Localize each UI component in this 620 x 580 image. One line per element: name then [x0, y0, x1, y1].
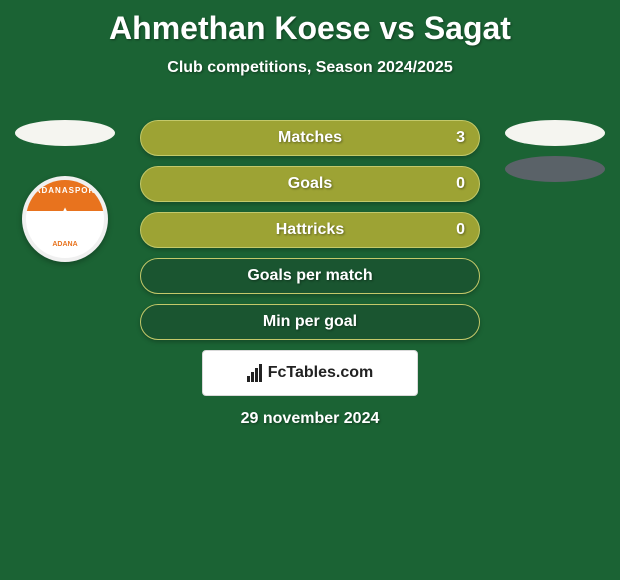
player-left-column: ADANASPOR ▲ ADANA: [10, 120, 120, 262]
comparison-subtitle: Club competitions, Season 2024/2025: [0, 59, 620, 77]
badge-top-text: ADANASPOR: [35, 186, 96, 195]
snapshot-date: 29 november 2024: [0, 410, 620, 428]
logo-text: FcTables.com: [268, 364, 374, 382]
stat-value: 0: [456, 175, 465, 193]
fctables-logo[interactable]: FcTables.com: [202, 350, 418, 396]
player-right-column: [500, 120, 610, 182]
club-badge-adanaspor: ADANASPOR ▲ ADANA: [22, 176, 108, 262]
stat-label: Matches: [278, 129, 342, 147]
comparison-card: Ahmethan Koese vs Sagat Club competition…: [0, 0, 620, 580]
bar-chart-icon: [247, 364, 262, 382]
stat-label: Goals per match: [247, 267, 372, 285]
stat-label: Goals: [288, 175, 332, 193]
player-oval: [505, 120, 605, 146]
eagle-icon: ▲: [56, 202, 74, 223]
stat-value: 0: [456, 221, 465, 239]
stat-bar: Goals 0: [140, 166, 480, 202]
player-oval: [15, 120, 115, 146]
badge-bottom-text: ADANA: [52, 241, 77, 248]
comparison-title: Ahmethan Koese vs Sagat: [0, 0, 620, 47]
stat-bar: Hattricks 0: [140, 212, 480, 248]
stat-bar: Goals per match: [140, 258, 480, 294]
stat-bar: Matches 3: [140, 120, 480, 156]
stat-value: 3: [456, 129, 465, 147]
player-oval: [505, 156, 605, 182]
stat-bar: Min per goal: [140, 304, 480, 340]
stat-label: Hattricks: [276, 221, 344, 239]
stats-list: Matches 3 Goals 0 Hattricks 0 Goals per match M…: [140, 120, 480, 340]
stat-label: Min per goal: [263, 313, 357, 331]
